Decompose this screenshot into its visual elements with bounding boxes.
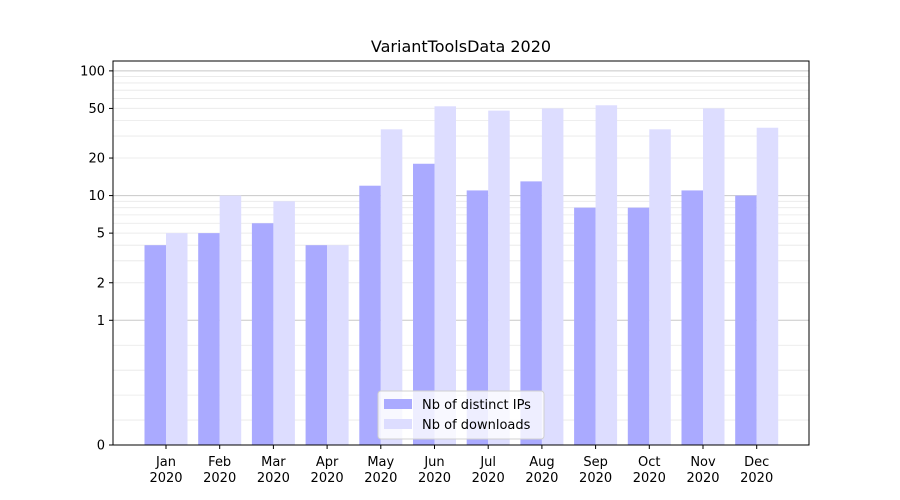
y-tick-label: 100 (80, 64, 105, 79)
y-tick-label: 50 (88, 102, 105, 117)
chart-title: VariantToolsData 2020 (371, 37, 551, 56)
bar-downloads-apr (327, 245, 349, 445)
legend-label: Nb of downloads (422, 418, 531, 433)
x-tick-label-year: 2020 (472, 471, 505, 486)
x-tick-label-month: Mar (261, 455, 286, 470)
y-tick-label: 10 (88, 189, 105, 204)
bar-distinct-ips-may (359, 185, 381, 445)
bar-downloads-oct (649, 129, 671, 446)
y-tick-label: 20 (88, 152, 105, 167)
bar-downloads-feb (219, 195, 242, 445)
x-tick-label-month: May (367, 455, 394, 470)
x-tick-label-year: 2020 (525, 471, 558, 486)
bar-distinct-ips-dec (735, 195, 757, 445)
bar-downloads-dec (756, 127, 779, 445)
legend-swatch (384, 419, 412, 429)
x-tick-label-month: Nov (690, 455, 716, 470)
x-tick-label-month: Aug (529, 455, 554, 470)
x-tick-label-month: Oct (638, 455, 660, 470)
y-tick-label: 5 (97, 227, 105, 242)
bar-downloads-sep (595, 105, 618, 446)
x-tick-label-month: Feb (208, 455, 231, 470)
bar-distinct-ips-apr (305, 245, 328, 445)
y-tick-label: 0 (97, 439, 105, 454)
x-tick-label-year: 2020 (311, 471, 344, 486)
y-tick-label: 2 (97, 276, 105, 291)
axes: 0125102050100Jan2020Feb2020Mar2020Apr202… (80, 60, 810, 486)
x-tick-label-month: Dec (744, 455, 769, 470)
bar-distinct-ips-sep (574, 207, 596, 445)
x-tick-label-year: 2020 (686, 471, 719, 486)
bar-distinct-ips-jul (466, 190, 489, 445)
bar-distinct-ips-feb (198, 233, 220, 445)
bar-downloads-mar (273, 201, 295, 445)
bar-downloads-nov (703, 108, 725, 446)
bar-downloads-jul (488, 110, 510, 445)
x-tick-label-month: Apr (316, 455, 339, 470)
x-tick-label-month: Jan (155, 455, 176, 470)
x-tick-label-month: Sep (583, 455, 608, 470)
plot-frame (112, 60, 810, 446)
x-tick-label-year: 2020 (203, 471, 236, 486)
bar-distinct-ips-jun (413, 163, 435, 445)
x-tick-label-year: 2020 (579, 471, 612, 486)
legend-box (377, 390, 545, 440)
x-tick-label-year: 2020 (418, 471, 451, 486)
x-tick-label-year: 2020 (149, 471, 182, 486)
x-tick-label-month: Jul (479, 455, 496, 470)
bar-distinct-ips-nov (681, 190, 703, 445)
bar-distinct-ips-mar (251, 223, 274, 445)
x-tick-label-month: Jun (423, 455, 444, 470)
bar-downloads-aug (541, 108, 564, 446)
bar-distinct-ips-jan (144, 245, 166, 445)
x-tick-label-year: 2020 (257, 471, 290, 486)
bars (144, 105, 779, 446)
bar-distinct-ips-aug (520, 181, 542, 445)
bar-downloads-jan (166, 233, 188, 445)
legend: Nb of distinct IPs Nb of downloads (377, 390, 545, 440)
bar-downloads-may (380, 129, 403, 446)
x-tick-label-year: 2020 (740, 471, 773, 486)
legend-swatch (384, 399, 412, 409)
bar-distinct-ips-oct (627, 207, 650, 445)
x-tick-label-year: 2020 (633, 471, 666, 486)
y-tick-label: 1 (97, 314, 105, 329)
bar-downloads-jun (434, 106, 456, 446)
legend-label: Nb of distinct IPs (422, 398, 531, 413)
x-tick-label-year: 2020 (364, 471, 397, 486)
